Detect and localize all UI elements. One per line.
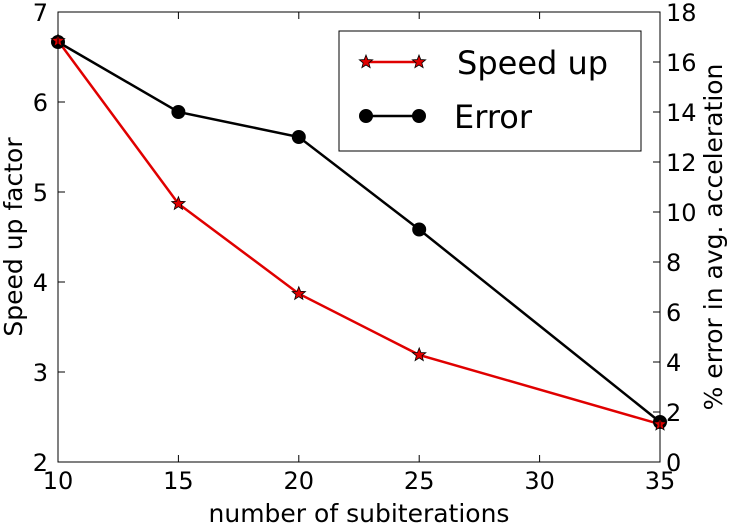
y-left-tick-label: 3 (33, 359, 48, 387)
legend: Speed up Error (338, 30, 642, 152)
y-left-tick-label: 2 (33, 449, 48, 477)
plot-frame (57, 11, 661, 463)
legend-marker-star (411, 53, 427, 69)
x-tick-label: 15 (163, 467, 194, 495)
x-tick-label: 35 (645, 467, 676, 495)
y-right-tick-label: 10 (666, 199, 697, 227)
legend-box (338, 30, 642, 152)
axis-ticks (57, 11, 661, 463)
y-axis-left-title: Speed up factor (0, 137, 28, 337)
legend-entries: Speed up Error (358, 44, 608, 136)
y-left-tick-label: 4 (33, 269, 48, 297)
x-axis-title: number of subiterations (209, 499, 510, 525)
x-tick-label: 25 (404, 467, 435, 495)
legend-label: Error (454, 98, 533, 136)
error-marker (291, 130, 306, 144)
speedup-marker (170, 195, 187, 211)
speedup-marker (291, 285, 307, 301)
legend-label: Speed up (457, 44, 608, 82)
x-tick-label: 10 (43, 467, 74, 495)
y-right-tick-label: 18 (666, 0, 697, 27)
speedup-marker (411, 346, 427, 362)
y-right-tick-label: 2 (666, 399, 681, 427)
x-tick-label: 30 (524, 467, 555, 495)
y-right-tick-label: 16 (666, 49, 697, 77)
y-right-tick-label: 4 (666, 349, 681, 377)
error-marker (412, 222, 427, 237)
y-left-tick-label: 6 (33, 89, 48, 117)
y-axis-right-title: % error in avg. acceleration (699, 64, 728, 411)
y-right-tick-label: 12 (666, 149, 697, 177)
x-tick-label: 20 (284, 467, 315, 495)
y-left-tick-label: 5 (33, 179, 48, 207)
y-right-tick-label: 0 (666, 449, 681, 477)
legend-marker-star (358, 53, 374, 69)
y-right-tick-label: 14 (666, 99, 697, 127)
legend-marker-circle (412, 109, 426, 123)
y-right-tick-label: 6 (666, 299, 681, 327)
error-marker (171, 105, 186, 119)
legend-marker-circle (359, 109, 373, 123)
y-right-tick-label: 8 (666, 249, 681, 277)
axis-tick-labels: 10 15 20 25 30 35 2 3 4 5 6 7 0 2 4 6 8 10 12 14 16 18 (33, 0, 697, 495)
y-left-tick-label: 7 (33, 0, 48, 27)
